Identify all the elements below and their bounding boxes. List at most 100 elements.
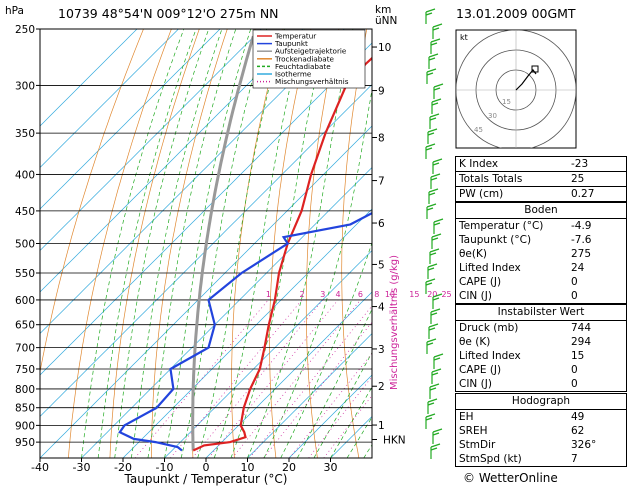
mixing-axis-label: Mischungsverhältnis (g/kg) <box>389 255 400 390</box>
moist-adiabat-line <box>114 29 210 458</box>
wind-barb-flag <box>425 278 436 283</box>
wind-barb-flag <box>429 383 440 388</box>
km-tick-label: 7 <box>378 176 385 188</box>
legend: TemperaturTaupunktAufsteigetrajektorieTr… <box>252 29 366 89</box>
row-label: CIN (J) <box>459 290 492 302</box>
temp-tick-label: -40 <box>31 461 49 474</box>
moist-adiabat-line <box>130 29 223 458</box>
wind-barb-flag <box>429 252 437 256</box>
row-value: 49 <box>571 411 585 423</box>
unstable-row: CAPE (J) 0 <box>456 363 626 377</box>
wind-barb-flag <box>427 267 435 271</box>
wind-barb-flag <box>426 338 437 343</box>
moist-adiabat-line <box>296 308 372 458</box>
mixing-ratio-label: 15 <box>409 290 419 299</box>
isotherm-line <box>40 29 221 210</box>
wind-barb-flag <box>427 132 435 136</box>
hodograph: kt 15 30 45 <box>455 29 577 149</box>
unstable-row: Lifted Index 15 <box>456 349 626 363</box>
legend-label: Feuchtadiabate <box>275 62 331 71</box>
row-label: EH <box>459 411 474 423</box>
surface-row: Lifted Index 24 <box>456 261 626 275</box>
hodograph-ring-label: 30 <box>488 112 497 120</box>
wind-barb-flag <box>432 27 440 31</box>
hodograph-title: Hodograph <box>456 394 626 410</box>
row-label: Lifted Index <box>459 262 521 274</box>
hodograph-ring-label: 45 <box>474 126 483 134</box>
hodograph-table: Hodograph EH 49 SREH 62 StmDir 326° StmSpd (kt… <box>455 393 627 467</box>
pressure-tick-label: 750 <box>15 364 35 376</box>
wind-barb-flag <box>428 327 436 331</box>
temp-tick-label: 20 <box>282 461 296 474</box>
unstable-title: Instabilster Wert <box>456 305 626 321</box>
wind-barb-flag <box>425 413 436 418</box>
legend-label: Isotherme <box>275 70 312 79</box>
wind-barb-flag <box>431 102 439 106</box>
wind-barb-flag <box>425 147 433 151</box>
parcel-trajectory-line <box>191 35 255 451</box>
row-label: CIN (J) <box>459 378 492 390</box>
wind-barb-flag <box>428 323 439 328</box>
pressure-tick-label: 900 <box>15 420 35 432</box>
x-axis-label: Taupunkt / Temperatur (°C) <box>124 472 288 486</box>
surface-row: θe(K) 275 <box>456 247 626 261</box>
wind-barb-flag <box>428 53 439 58</box>
wind-barb-flag <box>432 293 443 298</box>
isotherm-line <box>40 29 304 293</box>
row-value: 326° <box>571 439 597 451</box>
wind-barb-flag <box>429 248 440 253</box>
wind-barb-flag <box>425 8 436 13</box>
wind-barb-flag <box>427 128 438 133</box>
wind-barb-flag <box>429 117 437 121</box>
km-tick-label: 10 <box>378 42 391 54</box>
dry-adiabat-line <box>409 0 442 458</box>
temp-tick-label: 30 <box>324 461 338 474</box>
index-row-pw: PW (cm) 0.27 <box>456 186 626 201</box>
wind-barb-flag <box>430 308 441 313</box>
row-value: 7 <box>571 453 578 465</box>
temp-tick-label: -10 <box>156 461 174 474</box>
mixing-ratio-label: 6 <box>358 290 363 299</box>
wind-barb-flag <box>431 237 439 241</box>
unstable-row: CIN (J) 0 <box>456 377 626 391</box>
wind-barb-flag <box>430 443 441 448</box>
hodograph-ring-label: 15 <box>502 98 511 106</box>
mixing-ratio-line <box>170 299 303 458</box>
mixing-ratio-label: 10 <box>385 290 395 299</box>
legend-label: Mischungsverhältnis <box>275 77 349 86</box>
row-value: -7.6 <box>571 234 592 246</box>
wind-barb-flag <box>431 372 439 376</box>
mixing-ratio-label: 3 <box>320 290 325 299</box>
legend-label: Taupunkt <box>274 39 308 48</box>
wind-barb-flag <box>433 87 441 91</box>
pressure-tick-label: 400 <box>15 169 35 181</box>
wind-barb-flag <box>432 432 440 436</box>
moist-adiabat-line <box>247 29 354 458</box>
pressure-tick-label: 650 <box>15 320 35 332</box>
unstable-row: θe (K) 294 <box>456 335 626 349</box>
row-label: Lifted Index <box>459 350 521 362</box>
pressure-tick-label: 300 <box>15 80 35 92</box>
pressure-tick-label: 850 <box>15 403 35 415</box>
hodo_table-row: SREH 62 <box>456 424 626 438</box>
km-tick-label: 1 <box>378 420 385 432</box>
wind-barb-flag <box>433 218 444 223</box>
km-tick-label: 6 <box>378 218 385 230</box>
row-value: 744 <box>571 322 592 334</box>
index-row-k: K Index -23 <box>459 158 589 170</box>
wind-barb-flag <box>431 233 442 238</box>
wind-barb-flag <box>428 188 439 193</box>
isotherm-line <box>247 333 372 458</box>
temperature-line <box>192 56 372 452</box>
km-tick-label: 4 <box>378 302 385 314</box>
wind-barb-flag <box>433 357 441 361</box>
moist-adiabat-line <box>164 29 252 458</box>
surface-row: CAPE (J) 0 <box>456 275 626 289</box>
copyright: © WetterOnline <box>463 471 558 485</box>
wind-barb-flag <box>430 177 438 181</box>
station-header: 10739 48°54'N 009°12'O 275m NN <box>58 6 279 21</box>
wind-barb-flag <box>429 113 440 118</box>
km-tick-label: 8 <box>378 133 385 145</box>
pressure-tick-label: 800 <box>15 384 35 396</box>
isotherm-line <box>40 29 262 251</box>
